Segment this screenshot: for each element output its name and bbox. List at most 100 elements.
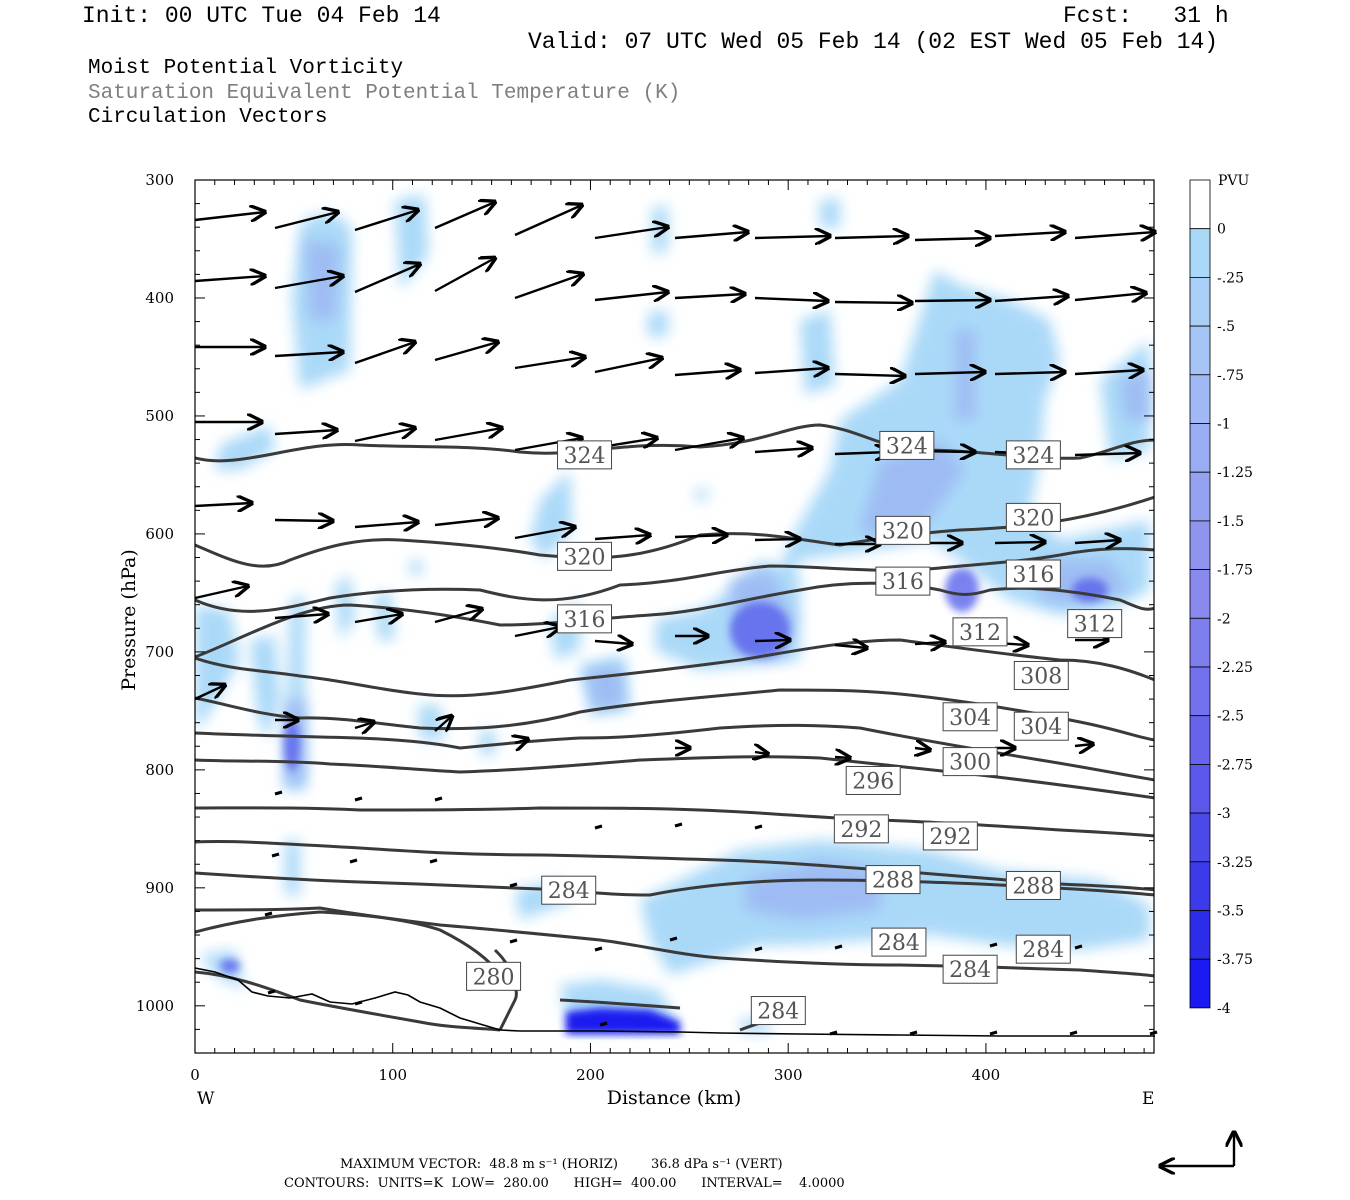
contour-label-box [466, 961, 522, 991]
contour-label: 320 [564, 545, 606, 570]
circulation-vector [914, 238, 990, 240]
contour-label: 312 [959, 621, 1001, 646]
circulation-vector [914, 642, 945, 644]
colorbar-swatch [1189, 423, 1211, 473]
circulation-vector [194, 503, 252, 506]
contour-label-box [845, 765, 901, 795]
circulation-vector [274, 520, 333, 521]
circulation-vector [274, 790, 283, 796]
circulation-vector [354, 264, 420, 294]
colorbar-swatch [1189, 228, 1211, 278]
colorbar-swatch [1189, 861, 1211, 911]
circulation-vector [264, 911, 273, 917]
forecast-hour: Fcst: 31 h [1063, 3, 1229, 29]
terrain-line [194, 967, 1155, 1037]
circulation-vector [271, 852, 280, 858]
contour-label-box [1005, 440, 1061, 470]
circulation-vector [514, 205, 582, 237]
circulation-vector [669, 936, 678, 942]
circulation-vector [514, 627, 560, 636]
colorbar-label: -3.5 [1217, 904, 1244, 920]
field-label-thetae: Saturation Equivalent Potential Temperat… [88, 82, 681, 105]
contour-label: 312 [1074, 613, 1116, 638]
contour-info-note: CONTOURS: UNITS=K LOW= 280.00 HIGH= 400.… [284, 1176, 845, 1191]
circulation-vector [349, 858, 358, 864]
contour-label: 304 [949, 706, 991, 731]
circulation-vector [514, 357, 585, 370]
contour-label: 292 [840, 818, 882, 843]
circulation-vector [354, 522, 418, 527]
circulation-vector [274, 276, 343, 290]
colorbar-label: -1.5 [1217, 514, 1244, 530]
circulation-vector [354, 1000, 363, 1006]
circulation-vector [354, 428, 415, 443]
y-tick-label: 500 [145, 407, 174, 425]
circulation-vector [274, 614, 328, 618]
colorbar-label: -4 [1217, 1001, 1231, 1017]
contour-label-box [1067, 609, 1123, 639]
colorbar-label: -.25 [1217, 270, 1244, 286]
circulation-vector [829, 1030, 838, 1036]
circulation-vector [755, 752, 768, 754]
contour-label-box [541, 875, 597, 905]
y-tick-label: 900 [145, 879, 174, 897]
colorbar-label: -3.25 [1217, 855, 1253, 871]
contour-label: 284 [949, 958, 991, 983]
circulation-vector [354, 614, 402, 622]
colorbar-swatch [1189, 374, 1211, 424]
init-time: Init: 00 UTC Tue 04 Feb 14 [82, 3, 441, 29]
field-label-vectors: Circulation Vectors [88, 106, 328, 129]
colorbar-label: -.75 [1217, 368, 1244, 384]
circulation-vector [834, 236, 908, 238]
colorbar-swatch [1189, 617, 1211, 668]
circulation-vector [594, 824, 603, 830]
circulation-vector [267, 989, 276, 995]
circulation-vector [434, 202, 495, 230]
circulation-vector [1074, 944, 1083, 950]
circulation-vector [354, 722, 374, 728]
x-axis-east-label: E [1142, 1089, 1154, 1109]
x-tick-label: 400 [972, 1066, 1001, 1084]
circulation-vector [754, 946, 763, 952]
plot-frame [194, 179, 1155, 1054]
contour-label: 284 [878, 931, 920, 956]
circulation-vector [834, 302, 912, 303]
circulation-vector [989, 942, 998, 948]
colorbar-title: PVU [1218, 173, 1250, 189]
circulation-vector [194, 685, 225, 701]
contour-label-box [942, 954, 998, 984]
circulation-vector [194, 212, 265, 220]
colorbar-label: -3 [1217, 806, 1231, 822]
contour-labels: 324 324 324 320 320 320 316 316 316 312 312 308 304 3… [466, 430, 1123, 1026]
valid-time: Valid: 07 UTC Wed 05 Feb 14 (02 EST Wed … [528, 29, 1219, 55]
x-tick-label: 300 [774, 1066, 803, 1084]
colorbar-swatch [1189, 666, 1211, 717]
circulation-vector [754, 539, 800, 540]
contour-label-box [557, 541, 613, 571]
x-tick-label: 100 [378, 1066, 407, 1084]
pv-colorbar: 0 -.25 -.5 -.75 -1 -1.25 -1.5 -1.75 -2 -2.25 -2.5 -… [1189, 179, 1253, 1017]
max-vector-note: MAXIMUM VECTOR: 48.8 m s⁻¹ (HORIZ) 36.8 … [340, 1157, 783, 1172]
colorbar-swatch [1189, 715, 1211, 765]
circulation-vector [515, 739, 528, 743]
circulation-vector [674, 822, 683, 828]
colorbar-swatch [1189, 812, 1211, 863]
contour-label: 284 [548, 879, 590, 904]
reference-vector-key [1160, 1132, 1234, 1166]
circulation-vector [429, 858, 438, 864]
circulation-vector [594, 641, 632, 644]
contour-label: 284 [757, 1000, 799, 1025]
contour-label-box [1013, 711, 1069, 741]
circulation-vector [674, 370, 740, 375]
circulation-vector [274, 430, 337, 434]
colorbar-swatch [1189, 764, 1211, 814]
contour-label: 292 [929, 825, 971, 850]
circulation-vector [434, 716, 452, 731]
contour-label-box [875, 515, 931, 545]
contour-label-box [750, 996, 806, 1026]
contour-label: 304 [1020, 715, 1062, 740]
circulation-vector [754, 298, 828, 301]
contour-label-box [1005, 502, 1061, 532]
circulation-vector [754, 236, 830, 238]
circulation-vector [1074, 370, 1143, 374]
